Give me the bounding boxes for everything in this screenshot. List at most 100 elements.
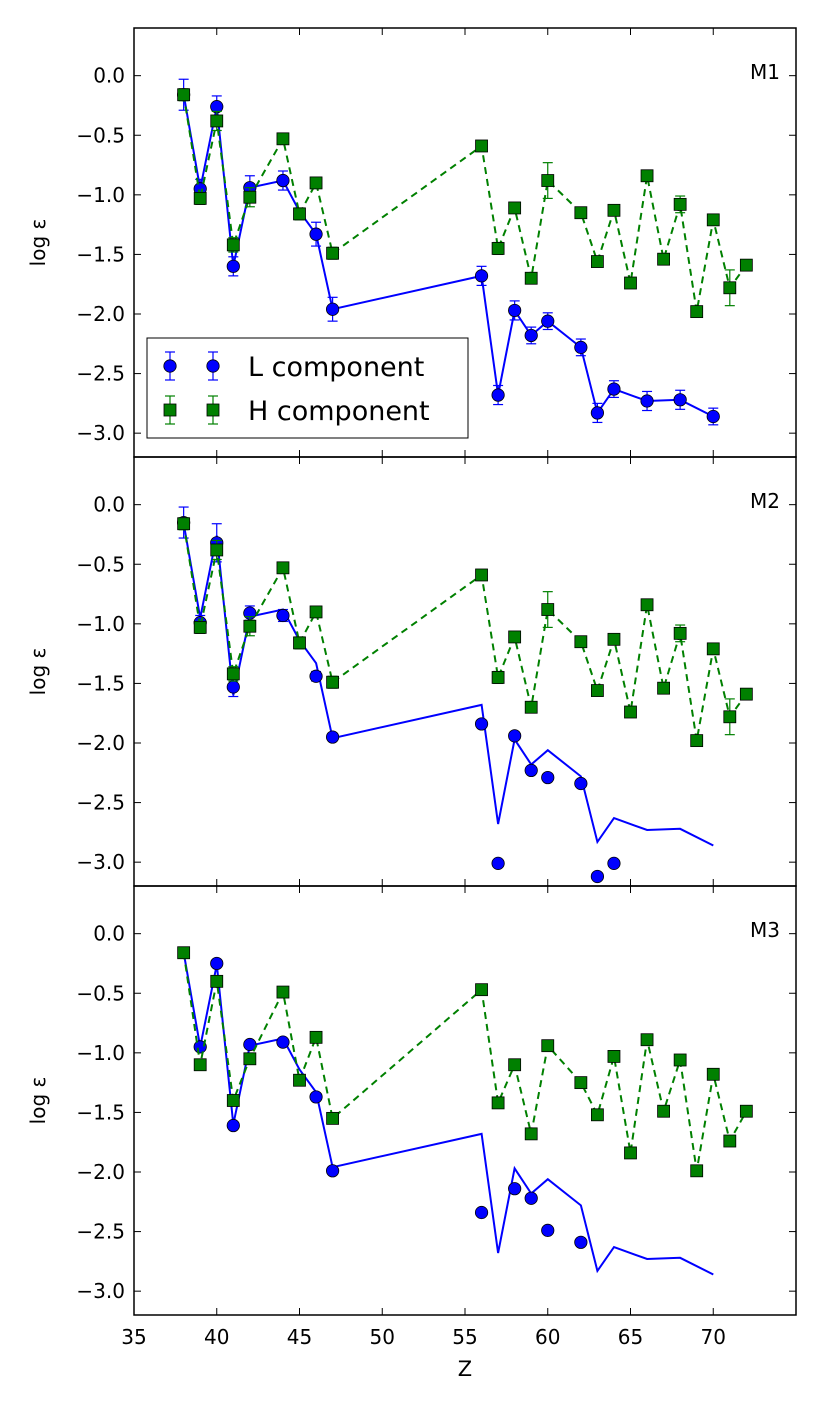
x-tick-label: 35	[121, 1325, 146, 1349]
h-component-point	[226, 1094, 240, 1107]
l-component-point	[309, 669, 323, 683]
l-component-point	[524, 763, 538, 778]
l-component-point	[574, 776, 588, 791]
h-component-point	[475, 983, 488, 997]
panel-m1: 0.0 −0.5 −1.0 −1.5 −2.0 −2.5 −3.0 log ε M1	[26, 27, 797, 458]
h-component-point	[193, 621, 207, 634]
h-component-point	[508, 630, 522, 644]
l-component-point	[706, 409, 720, 424]
l-component-point	[508, 729, 522, 743]
h-component-point	[293, 636, 306, 650]
l-component-point	[474, 269, 489, 283]
y-tick-label: −2.5	[76, 791, 125, 815]
y-tick-label: −0.5	[76, 552, 125, 576]
h-component-point	[491, 242, 505, 255]
h-component-point	[673, 1053, 687, 1067]
y-tick-label: −1.5	[76, 671, 125, 695]
h-component-point	[607, 632, 621, 646]
panel-frame	[133, 885, 797, 1316]
legend-marker	[206, 359, 220, 373]
h-component-point	[226, 667, 240, 681]
x-tick-label: 70	[701, 1325, 726, 1349]
l-component-point	[640, 394, 654, 408]
legend-entry-l: L component	[163, 351, 424, 383]
y-tick-label: −2.5	[76, 362, 125, 386]
y-tick-label: −2.0	[76, 1160, 125, 1184]
l-component-point	[491, 856, 505, 870]
y-tick-label: −1.0	[76, 183, 125, 207]
l-component-point	[590, 869, 605, 884]
l-component-point	[276, 1035, 290, 1049]
h-component-point	[591, 255, 604, 268]
h-component-point	[508, 201, 522, 215]
h-component-point	[574, 635, 588, 649]
h-component-point	[541, 174, 555, 187]
panel-name: M1	[750, 60, 780, 84]
h-component-point	[690, 1164, 704, 1178]
y-tick-label: −3.0	[76, 850, 125, 874]
l-component-point	[474, 1205, 489, 1220]
y-tick-label: −2.0	[76, 731, 125, 755]
h-component-point	[326, 1111, 340, 1125]
h-component-point	[673, 626, 687, 640]
h-component-point	[193, 1058, 207, 1072]
h-component-point	[276, 985, 290, 999]
h-component-point	[177, 517, 191, 531]
h-component-point	[276, 132, 290, 146]
l-component-point	[590, 406, 605, 420]
h-component-point	[640, 169, 654, 183]
l-component-point	[673, 393, 687, 407]
y-tick-label: −1.0	[76, 612, 125, 636]
x-axis-label: Z	[458, 1357, 472, 1381]
h-component-point	[210, 114, 224, 128]
h-component-point	[326, 246, 340, 260]
h-component-point	[524, 1127, 538, 1141]
h-component-point	[591, 1108, 604, 1122]
h-component-point	[723, 710, 737, 724]
l-component-point	[309, 227, 323, 241]
y-tick-label: −2.0	[76, 302, 125, 326]
h-component-point	[624, 276, 637, 290]
h-component-point	[657, 1104, 670, 1118]
h-component-point	[657, 681, 670, 695]
h-component-point	[177, 946, 191, 960]
l-component-point	[574, 340, 588, 354]
panel-name: M2	[750, 489, 780, 513]
l-component-point	[574, 1235, 588, 1249]
l-component-point	[325, 1164, 340, 1178]
panel-data	[177, 946, 753, 1276]
h-component-point	[739, 687, 753, 701]
h-component-point	[574, 1076, 588, 1090]
x-tick-label: 40	[204, 1325, 229, 1349]
legend-label: H component	[248, 396, 430, 427]
h-component-point	[475, 568, 488, 582]
y-tick-label: −0.5	[76, 123, 125, 147]
h-component-point	[640, 598, 654, 612]
h-component-point	[657, 252, 670, 266]
h-component-point	[607, 1050, 621, 1063]
x-tick-label: 50	[370, 1325, 395, 1349]
h-component-point	[673, 197, 687, 211]
h-component-point	[739, 1104, 753, 1118]
panel-m2: 0.0 −0.5 −1.0 −1.5 −2.0 −2.5 −3.0 log ε M2	[26, 456, 797, 887]
y-tick-label: 0.0	[93, 64, 125, 88]
panel-name: M3	[750, 918, 780, 942]
l-component-point	[210, 956, 224, 971]
l-component-point	[474, 717, 489, 731]
h-component-point	[210, 974, 224, 988]
h-component-point	[624, 1146, 637, 1160]
h-component-point	[541, 1039, 555, 1053]
l-component-point	[226, 259, 240, 273]
y-axis-label: log ε	[26, 648, 50, 696]
legend-frame	[146, 337, 469, 439]
panel-m3: 0.0 −0.5 −1.0 −1.5 −2.0 −2.5 −3.0 log ε M3	[26, 885, 797, 1316]
y-axis-label: log ε	[26, 219, 50, 267]
x-tick-label: 55	[452, 1325, 477, 1349]
h-component-point	[243, 190, 257, 204]
legend-label: L component	[248, 352, 424, 383]
h-component-point	[640, 1033, 654, 1047]
h-component-point	[706, 1067, 720, 1081]
l-component-point	[226, 680, 240, 694]
l-component-point	[226, 1118, 240, 1133]
